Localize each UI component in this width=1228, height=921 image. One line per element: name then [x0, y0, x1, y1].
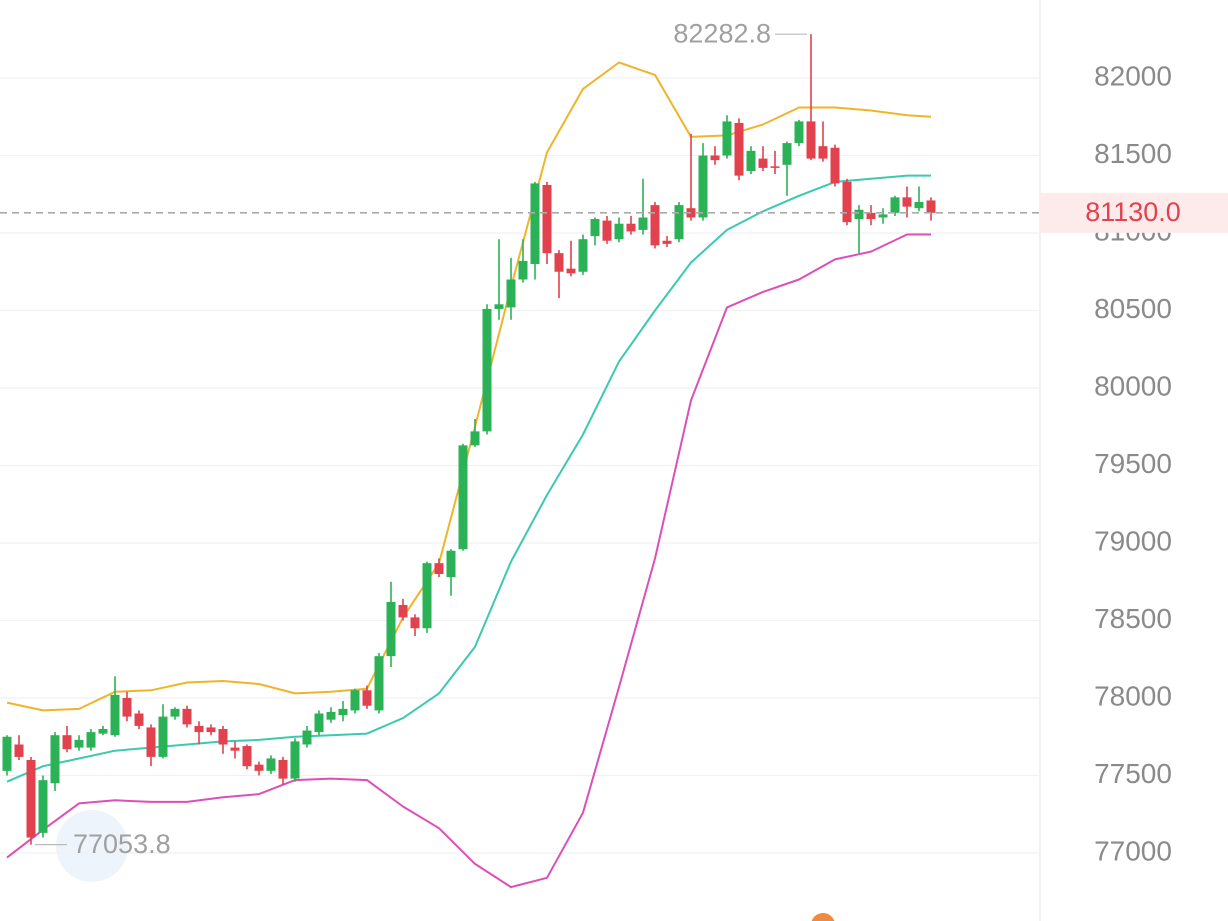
y-tick-label: 78000 — [1094, 680, 1172, 711]
candle-body — [14, 744, 24, 757]
y-tick-label: 80500 — [1094, 293, 1172, 324]
candle-body — [218, 729, 228, 745]
candle-body — [614, 223, 624, 240]
max-label: 82282.8 — [673, 18, 771, 48]
candle-body — [842, 181, 852, 223]
candle-body — [914, 202, 924, 209]
candle-body — [206, 727, 216, 733]
candle-body — [434, 563, 444, 574]
y-tick-label: 81500 — [1094, 138, 1172, 169]
candle-body — [854, 209, 864, 220]
candle-body — [170, 708, 180, 717]
candle-body — [146, 727, 156, 757]
y-tick-label: 82000 — [1094, 60, 1172, 91]
band-line — [6, 233, 931, 889]
min-label: 77053.8 — [73, 829, 171, 859]
candle-body — [350, 690, 360, 711]
candle-body — [650, 205, 660, 246]
candle-body — [782, 143, 792, 165]
bands — [6, 61, 932, 889]
candle-body — [62, 735, 72, 750]
candle-body — [374, 656, 384, 711]
tool-button[interactable] — [56, 810, 128, 882]
candle-body — [770, 166, 780, 168]
candle-body — [134, 713, 144, 726]
candle-body — [746, 150, 756, 171]
candle-body — [698, 155, 708, 218]
candle-body — [902, 197, 912, 207]
y-tick-label: 79000 — [1094, 525, 1172, 556]
candle-body — [566, 268, 576, 274]
candle-body — [602, 220, 612, 241]
candle-body — [818, 146, 828, 159]
candle-body — [410, 617, 420, 629]
candle-body — [542, 184, 552, 254]
candle-body — [242, 746, 252, 767]
candle-body — [386, 601, 396, 657]
candle-body — [422, 563, 432, 629]
y-tick-label: 80000 — [1094, 370, 1172, 401]
candle-body — [302, 730, 312, 745]
candle-body — [2, 736, 12, 771]
candle-body — [110, 694, 120, 736]
y-tick-label: 77000 — [1094, 835, 1172, 866]
candle-body — [122, 698, 132, 717]
candle-body — [470, 431, 480, 446]
indicator-dot — [811, 913, 835, 921]
candle-body — [878, 214, 888, 218]
candle-body — [710, 155, 720, 161]
candle-body — [446, 550, 456, 578]
candle-body — [890, 197, 900, 213]
candle-body — [266, 758, 276, 771]
last-price-label: 81130.0 — [1085, 197, 1181, 227]
candle-body — [458, 445, 468, 550]
candle-body — [926, 200, 936, 213]
candle-body — [98, 729, 108, 734]
candle-body — [626, 223, 636, 232]
band-line — [6, 61, 932, 712]
candle-body — [26, 760, 36, 838]
candle-body — [506, 279, 516, 308]
candle-body — [794, 121, 804, 144]
candle-body — [518, 260, 528, 280]
candle-body — [278, 760, 288, 779]
y-tick-label: 78500 — [1094, 603, 1172, 634]
candle-body — [326, 711, 336, 720]
candle-body — [74, 739, 84, 748]
candle-body — [554, 253, 564, 272]
candle-body — [530, 183, 540, 264]
candle-body — [722, 121, 732, 156]
candle-body — [578, 239, 588, 272]
candle-body — [806, 121, 816, 159]
candle-body — [314, 713, 324, 733]
candle-body — [86, 732, 96, 748]
candle-body — [362, 690, 372, 706]
last-price-box — [1040, 192, 1228, 233]
candle-body — [398, 605, 408, 618]
candle-body — [830, 147, 840, 184]
candle-body — [50, 735, 60, 784]
y-tick-label: 79500 — [1094, 448, 1172, 479]
candle-body — [182, 708, 192, 725]
candle-body — [734, 122, 744, 176]
candle-body — [590, 219, 600, 237]
candle-body — [758, 158, 768, 168]
candle-body — [230, 747, 240, 751]
y-tick-label: 77500 — [1094, 758, 1172, 789]
candle-body — [254, 764, 264, 771]
candle-body — [662, 240, 672, 244]
candle-body — [158, 716, 168, 757]
candle-body — [866, 212, 876, 220]
candle-body — [674, 205, 684, 240]
candle-body — [482, 308, 492, 432]
candle-body — [494, 304, 504, 309]
candle-body — [194, 725, 204, 733]
candle-body — [38, 780, 48, 833]
candle-body — [338, 708, 348, 716]
candle-body — [638, 217, 648, 230]
candle-body — [290, 741, 300, 779]
